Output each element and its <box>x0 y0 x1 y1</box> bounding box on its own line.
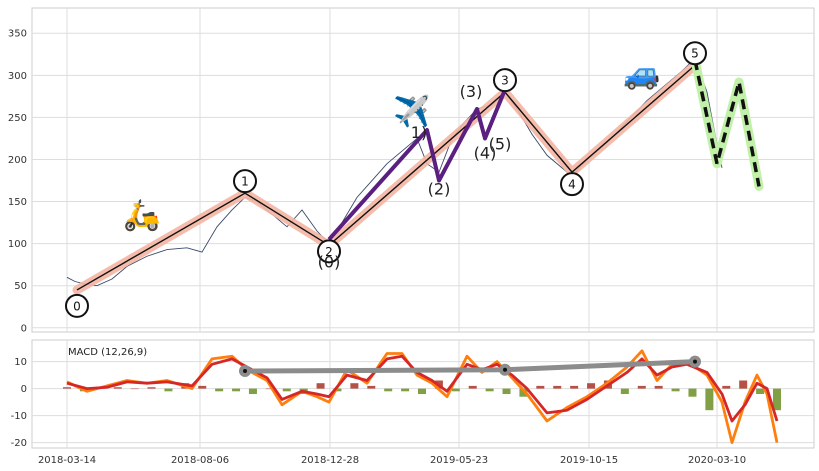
price-ytick-label: 300 <box>8 71 27 82</box>
macd-hist-bar <box>468 385 477 389</box>
wave-main-label-3: 3 <box>501 74 509 88</box>
macd-hist-bar <box>198 385 207 389</box>
price-panel: 0 50 100 150 200 250 300 350 0 1 2 3 4 5 (0) 1) (2) (3) (4… <box>8 7 815 334</box>
macd-hist-bar <box>282 388 291 392</box>
macd-hist-bar <box>705 388 714 411</box>
wave-correction-dashed <box>693 59 761 187</box>
macd-hist-bar <box>773 388 781 411</box>
macd-hist-bar <box>333 388 342 392</box>
wave-sub-label-0: (0) <box>318 252 341 271</box>
macd-hist-bar <box>587 383 596 389</box>
macd-hist-bar <box>536 385 545 389</box>
wave-sub-label-4: (4) <box>474 143 497 162</box>
macd-hist-bar <box>401 388 410 392</box>
macd-hist-bar <box>367 385 376 389</box>
macd-ytick-label: -10 <box>11 411 27 422</box>
macd-hist-bar <box>451 388 460 392</box>
macd-hist-bar <box>688 388 697 397</box>
macd-hist-bar <box>756 388 765 394</box>
macd-hist-bar <box>232 388 241 392</box>
wave-sub-line <box>327 88 507 241</box>
macd-ytick-label: -20 <box>11 438 27 449</box>
macd-hist-bar <box>485 388 494 392</box>
x-tick-label: 2018-12-28 <box>301 455 359 466</box>
wave-main-label-circle-0 <box>65 293 89 318</box>
macd-hist-bar <box>350 383 359 389</box>
macd-hist-bar <box>671 388 680 392</box>
wave-main-label-2: 2 <box>325 245 333 259</box>
macd-hist-bar <box>519 388 528 397</box>
price-plot-area <box>31 7 815 333</box>
macd-trendline-dot-2 <box>693 359 697 364</box>
price-ytick-label: 350 <box>8 29 27 40</box>
macd-hist-bar <box>147 387 156 389</box>
airplane-icon: ✈️ <box>393 93 430 130</box>
macd-trendline-dot-0 <box>243 369 247 374</box>
macd-hist-bar <box>164 388 173 392</box>
car-icon: 🚙 <box>623 57 660 92</box>
x-tick-label: 2018-03-14 <box>38 455 96 466</box>
x-tick-label: 2019-05-23 <box>430 455 488 466</box>
macd-hist-bar <box>722 385 731 389</box>
macd-ytick-label: 0 <box>21 384 27 395</box>
macd-hist-bar <box>130 388 139 390</box>
wave-main-label-circle-3 <box>493 68 517 93</box>
wave-sub-label-3: (3) <box>460 82 483 101</box>
wave-main-label-circle-5 <box>683 41 707 66</box>
macd-hist-bar <box>384 388 393 392</box>
wave-main-label-circle-4 <box>560 172 584 197</box>
price-ytick-label: 50 <box>14 281 27 292</box>
wave-main-label-1: 1 <box>241 175 249 189</box>
wave-sub-label-2: (2) <box>428 180 451 199</box>
macd-hist-bar <box>265 388 274 390</box>
macd-hist-bar <box>502 388 511 394</box>
price-ytick-label: 100 <box>8 239 27 250</box>
wave-sub-label-5: (5) <box>489 135 512 154</box>
price-ytick-label: 200 <box>8 155 27 166</box>
wave-sub-label-1: 1) <box>411 123 427 142</box>
wave-main-line <box>76 64 696 291</box>
price-ytick-label: 0 <box>21 323 27 334</box>
macd-hist-bar <box>316 383 325 389</box>
macd-hist-bar <box>113 387 122 389</box>
macd-title: MACD (12,26,9) <box>68 347 147 358</box>
macd-hist-bar <box>739 380 748 389</box>
macd-panel: -20 -10 0 10 2018-03-14 2018-08-06 2018-12-28 2… <box>11 339 815 466</box>
macd-hist-bar <box>248 388 257 394</box>
wave-main-label-circle-1 <box>233 169 257 194</box>
wave-main-label-0: 0 <box>73 299 81 313</box>
macd-hist-bar <box>620 388 629 394</box>
macd-trendline-dot-1 <box>503 367 507 372</box>
wave-main-label-4: 4 <box>568 178 576 192</box>
macd-hist-bar <box>553 385 562 389</box>
macd-ytick-label: 10 <box>14 357 27 368</box>
macd-hist-bar <box>637 385 646 389</box>
wave-main-label-5: 5 <box>691 47 699 61</box>
macd-hist-bar <box>570 385 579 389</box>
scooter-icon: 🛵 <box>123 198 160 233</box>
x-tick-label: 2018-08-06 <box>171 455 229 466</box>
macd-hist-bar <box>418 388 426 394</box>
x-tick-label: 2020-03-10 <box>688 455 746 466</box>
price-ytick-label: 150 <box>8 197 27 208</box>
macd-hist-bar <box>215 388 224 392</box>
macd-hist-bar <box>654 385 663 389</box>
wave-main-label-circle-2 <box>317 239 341 264</box>
x-tick-label: 2019-10-15 <box>560 455 618 466</box>
price-ytick-label: 250 <box>8 113 27 124</box>
macd-hist-bar <box>63 387 71 389</box>
